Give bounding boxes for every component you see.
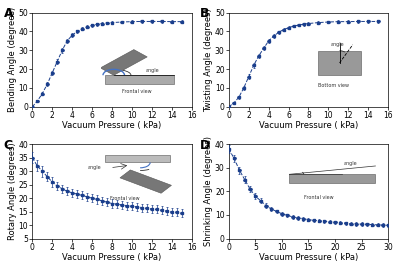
Text: A: A: [4, 7, 13, 20]
Text: C: C: [4, 139, 13, 152]
X-axis label: Vacuum Pressure ( kPa): Vacuum Pressure ( kPa): [259, 121, 358, 130]
X-axis label: Vacuum Pressure ( kPa): Vacuum Pressure ( kPa): [62, 253, 162, 262]
Y-axis label: Twisting Angle (degrees): Twisting Angle (degrees): [204, 8, 214, 112]
X-axis label: Vacuum Pressure ( kPa): Vacuum Pressure ( kPa): [62, 121, 162, 130]
Text: B: B: [200, 7, 210, 20]
Y-axis label: Bending Angle (degrees): Bending Angle (degrees): [8, 7, 17, 112]
Y-axis label: Rotary Angle (degrees): Rotary Angle (degrees): [8, 143, 17, 240]
Y-axis label: Shrinking Angle (degrees): Shrinking Angle (degrees): [204, 136, 214, 246]
X-axis label: Vacuum Pressure ( kPa): Vacuum Pressure ( kPa): [259, 253, 358, 262]
Text: D: D: [200, 139, 210, 152]
